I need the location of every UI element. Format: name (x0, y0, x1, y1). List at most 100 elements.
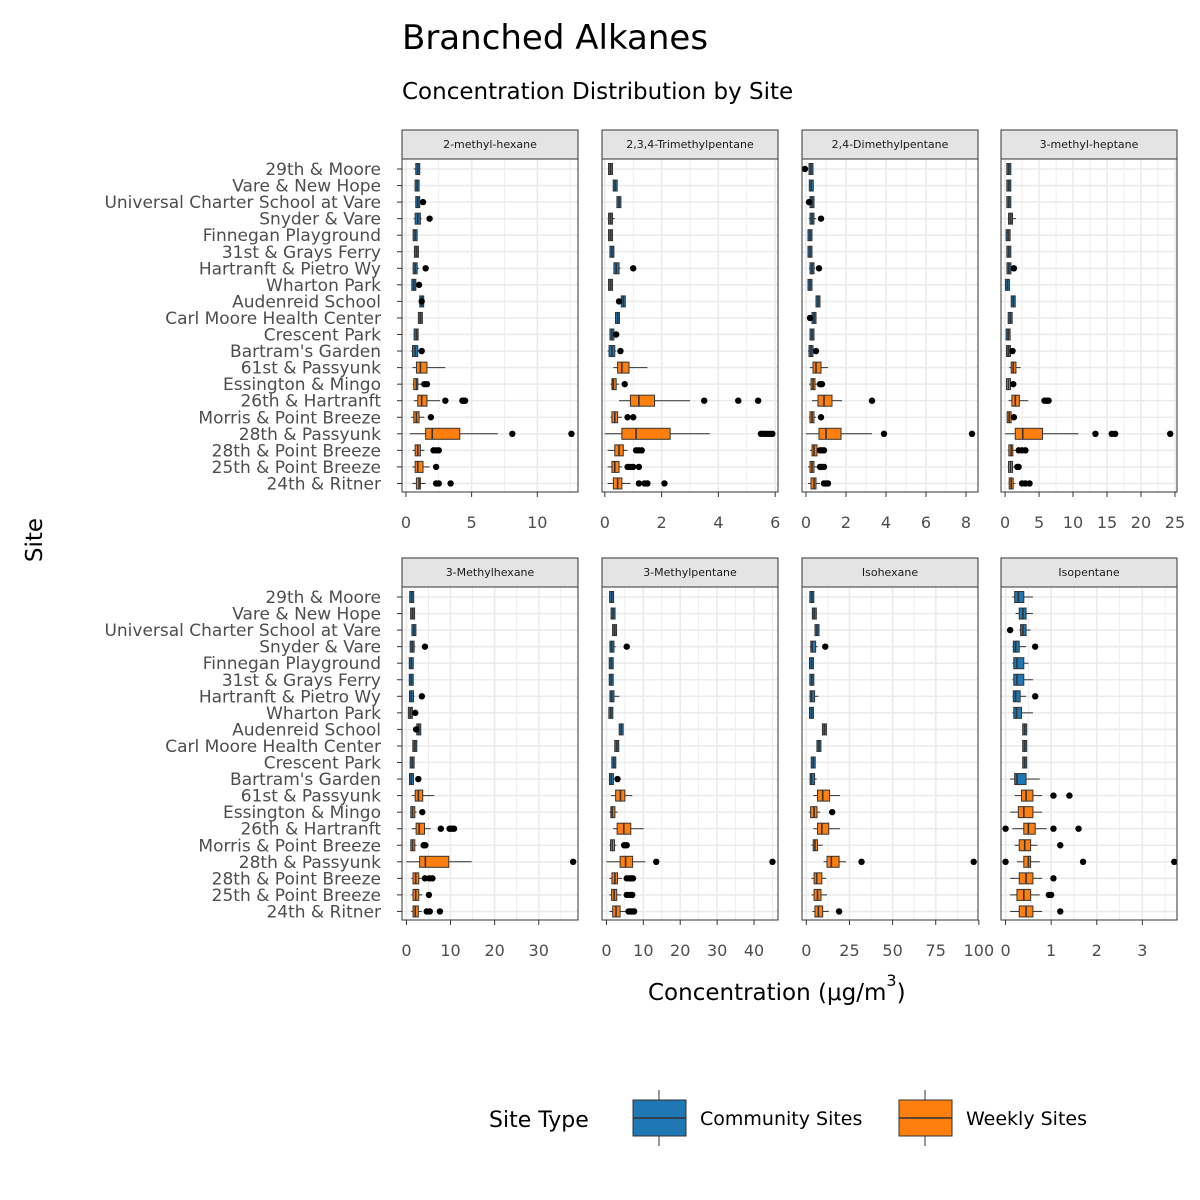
box-audenreid-school (412, 723, 422, 736)
box-wharton-park (1004, 278, 1010, 291)
x-tick-label: 0 (401, 513, 411, 532)
box-essington-mingo (609, 806, 618, 819)
outlier-point (418, 298, 425, 305)
box (817, 822, 830, 835)
strip-background (601, 129, 779, 160)
box-finnegan-playground (807, 229, 813, 242)
outlier-point (1171, 858, 1178, 865)
box (415, 822, 425, 835)
outlier-point (621, 380, 628, 388)
box (813, 872, 823, 885)
y-tick-label: 31st & Grays Ferry (222, 243, 381, 263)
y-tick-label: 28th & Passyunk (239, 425, 381, 445)
panel-background (802, 159, 978, 492)
x-axis-title-superscript: 3 (886, 971, 896, 990)
box-morris-point-breeze (811, 839, 823, 852)
outlier-point (820, 447, 828, 454)
box-essington-mingo (808, 806, 836, 819)
box-morris-point-breeze (1006, 411, 1018, 424)
outlier-point (450, 825, 458, 832)
x-axis-title-main: Concentration (μg/m (648, 980, 886, 1006)
box-crescent-park (809, 328, 815, 341)
box-morris-point-breeze (410, 839, 429, 852)
strip-label: 2,4-Dimethylpentane (832, 138, 949, 151)
outlier-point (1050, 825, 1057, 832)
x-tick-label: 0 (801, 941, 811, 960)
box-29th-moore (1012, 591, 1033, 603)
outlier-point (805, 198, 813, 206)
box-bartram-s-garden (1010, 773, 1040, 786)
box (818, 427, 842, 440)
box-audenreid-school (1010, 295, 1016, 308)
box-28th-passyunk (806, 427, 976, 440)
box-28th-passyunk (406, 855, 577, 868)
box (415, 361, 428, 374)
box-28th-passyunk (409, 427, 575, 440)
box-morris-point-breeze (610, 411, 637, 424)
box-29th-moore (1006, 163, 1012, 175)
outlier-point (828, 808, 836, 816)
x-tick-label: 10 (527, 513, 547, 532)
box-crescent-park (1022, 756, 1028, 769)
box-carl-moore-health-center (614, 311, 620, 324)
outlier-point (1026, 480, 1033, 487)
outlier-point (415, 281, 423, 289)
outlier-point (630, 463, 637, 471)
x-tick-label: 10 (633, 941, 653, 960)
box-31st-grays-ferry (413, 245, 420, 258)
box-61st-passyunk (810, 361, 828, 374)
box-snyder-vare (809, 640, 829, 653)
x-tick-label: 30 (529, 941, 549, 960)
box-snyder-vare (609, 640, 630, 653)
outlier-point (432, 463, 440, 471)
panel-2-3-4-trimethylpentane: 2,3,4-Trimethylpentane 0 2 4 6 (600, 129, 780, 532)
y-tick-label: 26th & Hartranft (240, 392, 381, 412)
box (1014, 773, 1027, 786)
box-26th-hartranft (812, 394, 876, 407)
y-tick-label: 26th & Hartranft (240, 820, 381, 840)
outlier-point (624, 414, 631, 421)
outlier-point (635, 480, 643, 487)
outlier-point (817, 414, 825, 421)
box (1013, 673, 1025, 686)
box-25th-point-breeze (1010, 888, 1055, 901)
x-tick-label: 0 (601, 941, 611, 960)
y-tick-label: Vare & New Hope (232, 177, 381, 197)
box-universal-charter-school-at-vare (814, 624, 820, 637)
y-tick-label: 28th & Point Breeze (212, 441, 381, 461)
outlier-point (447, 480, 454, 487)
x-tick-label: 0 (600, 513, 610, 532)
y-tick-label: Wharton Park (266, 276, 381, 296)
box-crescent-park (611, 756, 617, 769)
panel-3-methylpentane: 3-Methylpentane 0 10 20 30 40 (601, 557, 779, 960)
box-vare-new-hope (610, 607, 616, 620)
box-vare-new-hope (1006, 179, 1012, 192)
box-26th-hartranft (413, 394, 469, 407)
strip-label: 3-Methylpentane (643, 566, 737, 579)
y-tick-label: Crescent Park (264, 754, 381, 774)
box-29th-moore (608, 163, 614, 175)
outlier-point (419, 198, 427, 206)
outlier-point (429, 875, 436, 882)
outlier-point (1066, 792, 1073, 799)
outlier-point (653, 858, 660, 865)
outlier-point (617, 347, 624, 355)
box-26th-hartranft (411, 822, 458, 835)
strip-label: Isohexane (862, 566, 918, 579)
box (1023, 822, 1036, 835)
x-tick-label: 10 (1063, 513, 1083, 532)
box (1023, 855, 1032, 868)
x-axis-title: Concentration (μg/m3) (648, 971, 906, 1006)
box-audenreid-school (815, 295, 821, 308)
box-bartram-s-garden (607, 345, 624, 358)
box-wharton-park (608, 706, 614, 719)
box-24th-ritner (812, 905, 843, 918)
box-crescent-park (609, 328, 620, 341)
legend-key-weekly (898, 1090, 953, 1146)
outlier-point (435, 480, 442, 487)
panel-background (602, 587, 778, 920)
y-tick-label: Carl Moore Health Center (165, 309, 381, 329)
box-25th-point-breeze (412, 460, 440, 473)
box-31st-grays-ferry (1006, 245, 1012, 258)
